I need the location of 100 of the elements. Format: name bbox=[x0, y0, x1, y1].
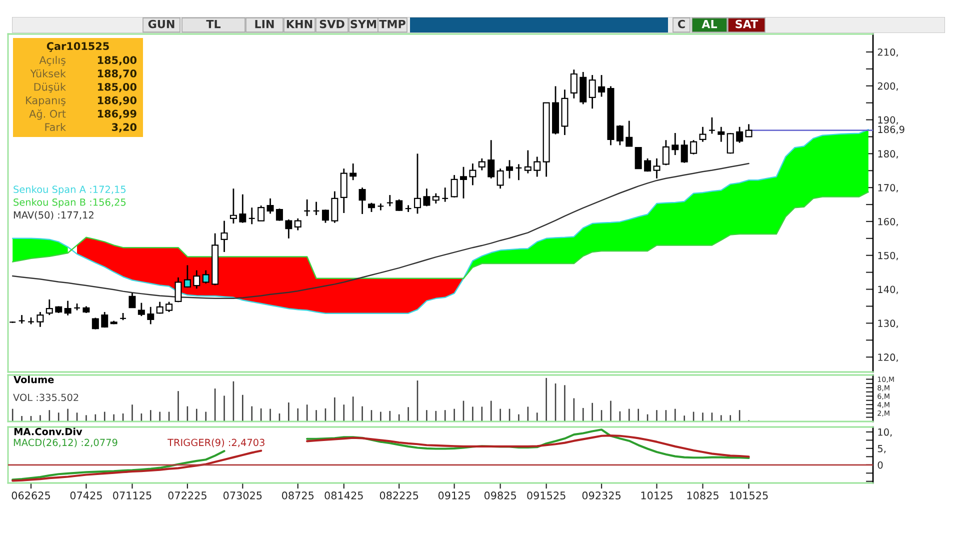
annotation: Kapanış bbox=[26, 96, 66, 106]
candlestick bbox=[450, 174, 458, 198]
candlestick bbox=[220, 220, 228, 253]
candlestick bbox=[276, 208, 283, 222]
y-tick-label: 150, bbox=[878, 252, 898, 260]
candlestick bbox=[442, 186, 449, 203]
chart-title: Volume bbox=[14, 376, 54, 384]
candlestick bbox=[524, 150, 532, 174]
y-tick-label: 120, bbox=[878, 354, 898, 362]
candlestick bbox=[506, 159, 514, 180]
candlestick bbox=[396, 198, 403, 212]
annotation: 186,90 bbox=[98, 96, 137, 106]
text: SVD bbox=[320, 20, 344, 28]
text: MACD(26,12) :2,0779 bbox=[14, 438, 118, 448]
y-tick-label: 140, bbox=[878, 286, 898, 294]
annotation: 3,20 bbox=[112, 123, 137, 132]
candlestick bbox=[358, 186, 366, 215]
text: GUN bbox=[148, 20, 174, 28]
annotation: 188,70 bbox=[98, 70, 137, 79]
candlestick bbox=[469, 162, 476, 186]
annotation: 185,00 bbox=[98, 56, 137, 66]
chart-title: MA.Conv.Div bbox=[14, 428, 82, 436]
candlestick bbox=[699, 126, 706, 142]
x-tick-label: 082225 bbox=[380, 492, 418, 500]
annotation: Açılış bbox=[39, 56, 66, 66]
ref-line-label: 186,9 bbox=[878, 126, 904, 134]
candlestick bbox=[690, 139, 698, 156]
y-tick-label: 170, bbox=[878, 184, 898, 192]
x-tick-label: 09825 bbox=[484, 492, 516, 500]
candlestick bbox=[184, 264, 191, 288]
x-tick-label: 072225 bbox=[168, 492, 206, 500]
candlestick bbox=[128, 292, 136, 308]
candlestick bbox=[515, 163, 522, 181]
candlestick bbox=[423, 188, 430, 207]
candlestick bbox=[460, 166, 468, 200]
x-tick-label: 10125 bbox=[641, 492, 672, 500]
x-tick-label: 10825 bbox=[687, 492, 718, 500]
candlestick bbox=[202, 270, 210, 284]
x-tick-label: 07425 bbox=[70, 492, 102, 500]
candlestick bbox=[644, 158, 652, 172]
text: KHN bbox=[286, 20, 312, 28]
candlestick bbox=[672, 132, 679, 156]
annotation: 185,00 bbox=[98, 82, 137, 92]
y-tick-label: 210, bbox=[878, 48, 898, 57]
series-label: VOL :335.502 bbox=[13, 394, 78, 402]
y-tick-label: 190, bbox=[878, 116, 898, 125]
candlestick bbox=[598, 74, 606, 98]
candlestick bbox=[230, 188, 237, 224]
candlestick bbox=[350, 162, 357, 181]
x-tick-label: 062625 bbox=[12, 492, 50, 500]
x-tick-label: 08725 bbox=[282, 492, 314, 500]
candlestick bbox=[147, 306, 154, 325]
x-tick-label: 081425 bbox=[324, 492, 363, 500]
y-tick-label: 0 bbox=[878, 461, 883, 469]
candlestick bbox=[193, 270, 200, 290]
candlestick bbox=[616, 124, 624, 146]
candlestick bbox=[386, 194, 394, 207]
candlestick bbox=[331, 190, 338, 224]
text: Senkou Span B :156,25 bbox=[14, 198, 126, 208]
candlestick bbox=[239, 194, 246, 224]
candlestick bbox=[166, 301, 173, 313]
candlestick bbox=[266, 198, 274, 214]
candlestick bbox=[414, 152, 421, 214]
candlestick bbox=[248, 206, 256, 225]
text: TMP bbox=[379, 20, 406, 28]
candlestick bbox=[312, 201, 320, 216]
candlestick bbox=[101, 311, 108, 328]
candlestick bbox=[488, 139, 495, 180]
annotation: Yüksek bbox=[30, 69, 66, 78]
text: AL bbox=[702, 20, 718, 28]
text: SAT bbox=[736, 20, 758, 28]
x-tick-label: 073025 bbox=[223, 492, 262, 500]
text: C bbox=[678, 20, 685, 28]
candlestick bbox=[432, 192, 440, 204]
candlestick bbox=[46, 298, 53, 316]
candlestick bbox=[570, 68, 578, 100]
candlestick bbox=[294, 218, 302, 231]
text: MAV(50) :177,12 bbox=[14, 211, 94, 220]
x-tick-label: 071125 bbox=[113, 492, 152, 500]
series-label: TRIGGER(9) :2,4703 bbox=[168, 438, 264, 448]
candlestick bbox=[478, 158, 486, 171]
x-tick-label: 101525 bbox=[730, 492, 768, 500]
x-tick-label: 091525 bbox=[527, 492, 566, 500]
text: TL bbox=[206, 20, 221, 28]
candlestick bbox=[258, 204, 265, 222]
candlestick bbox=[718, 126, 725, 142]
y-tick-label: 10, bbox=[878, 428, 892, 437]
candlestick bbox=[634, 147, 642, 170]
candlestick bbox=[138, 302, 145, 317]
candlestick bbox=[662, 139, 670, 166]
text: Çar101525 bbox=[46, 42, 109, 52]
y-tick-label: 160, bbox=[878, 218, 898, 226]
candlestick bbox=[588, 74, 596, 110]
y-tick-label: 5, bbox=[878, 445, 886, 454]
annotation: Düşük bbox=[34, 82, 66, 93]
x-tick-label: 092325 bbox=[582, 492, 621, 500]
y-tick-label: 200, bbox=[878, 82, 898, 91]
annotation: 186,99 bbox=[98, 110, 136, 119]
candlestick bbox=[680, 139, 688, 164]
candlestick bbox=[285, 218, 292, 240]
